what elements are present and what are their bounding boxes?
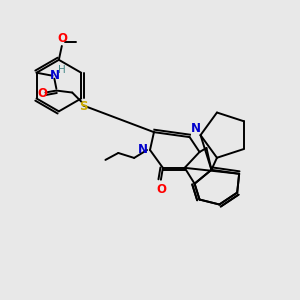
Text: O: O xyxy=(58,32,68,45)
Text: O: O xyxy=(38,87,47,100)
Text: N: N xyxy=(138,142,148,155)
Text: N: N xyxy=(190,122,201,135)
Text: S: S xyxy=(79,100,87,113)
Text: H: H xyxy=(58,65,66,75)
Text: O: O xyxy=(156,183,166,196)
Text: N: N xyxy=(50,69,59,82)
